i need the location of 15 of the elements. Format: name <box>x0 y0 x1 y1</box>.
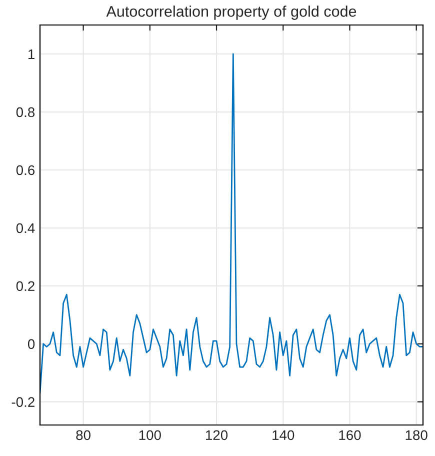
x-tick-label: 100 <box>139 430 161 440</box>
y-tick-label: 0.2 <box>16 281 34 292</box>
x-tick-label: 140 <box>272 430 294 440</box>
line-series <box>40 53 423 394</box>
chart-title: Autocorrelation property of gold code <box>106 6 356 20</box>
x-tick-label: 160 <box>339 430 361 440</box>
y-tick-label: 0.8 <box>16 107 35 118</box>
y-tick-label: 0.6 <box>16 165 35 176</box>
y-tick-label: 0.4 <box>16 223 35 234</box>
y-tick-label: 0 <box>28 339 35 350</box>
x-tick-label: 180 <box>406 430 428 440</box>
y-tick-label: 1 <box>28 49 34 60</box>
x-tick-label: 80 <box>76 430 90 440</box>
x-tick-label: 120 <box>206 430 228 440</box>
y-tick-label: -0.2 <box>12 397 34 407</box>
